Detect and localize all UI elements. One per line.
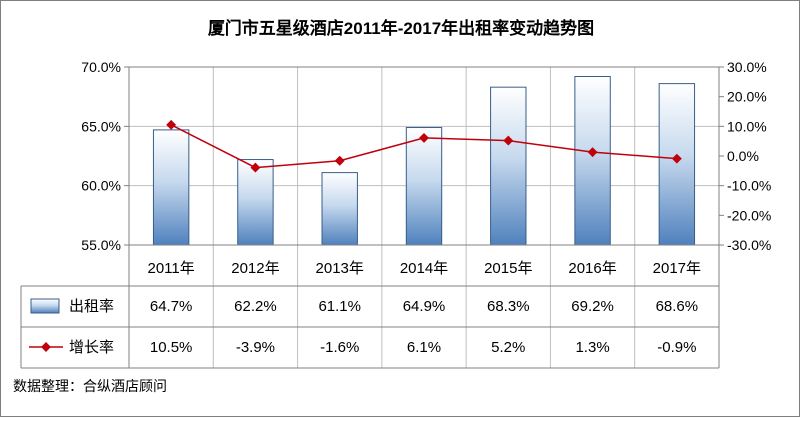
right-axis-tick-label: -10.0% xyxy=(727,178,771,194)
data-table: 2011年 2012年 2013年 2014年 2015年 2016年 2017年出租率 64… xyxy=(20,244,719,369)
right-axis: 30.0% 20.0% 10.0% 0.0% -10.0% -20.0% -30.0% xyxy=(718,59,771,253)
bar-value-label: 68.6% xyxy=(656,298,699,315)
bar-3 xyxy=(405,127,443,246)
right-axis-tick-label: -30.0% xyxy=(727,237,771,253)
line-value-label: 10.5% xyxy=(150,339,193,356)
right-axis-tick-label: 20.0% xyxy=(727,89,767,105)
bar-value-label: 68.3% xyxy=(487,298,530,315)
bar-value-label: 64.7% xyxy=(150,298,193,315)
right-axis-tick-label: 10.0% xyxy=(727,118,767,134)
bar-value-label: 64.9% xyxy=(403,298,446,315)
bar-4 xyxy=(490,86,527,246)
chart-title: 厦门市五星级酒店2011年-2017年出租率变动趋势图 xyxy=(208,18,594,38)
growth-point-4 xyxy=(503,135,514,146)
category-label: 2012年 xyxy=(231,260,279,277)
source-note: 数据整理：合纵酒店顾问 xyxy=(13,378,167,394)
line-value-label: -3.9% xyxy=(236,339,275,356)
growth-point-5 xyxy=(587,147,598,158)
category-label: 2016年 xyxy=(568,260,616,277)
line-value-label: 1.3% xyxy=(575,339,609,356)
legend-label-line: 增长率 xyxy=(69,339,114,356)
growth-point-1 xyxy=(250,162,261,173)
growth-point-3 xyxy=(419,132,429,143)
category-label: 2013年 xyxy=(316,260,364,277)
line-series xyxy=(166,119,682,173)
left-axis: 70.0% 65.0% 60.0% 55.0% xyxy=(81,59,130,253)
growth-point-6 xyxy=(671,153,682,164)
legend-swatch-marker xyxy=(41,342,51,352)
bar-series xyxy=(152,75,696,246)
left-axis-tick-label: 65.0% xyxy=(81,118,121,134)
bar-value-label: 69.2% xyxy=(571,298,614,315)
right-axis-tick-label: -20.0% xyxy=(727,207,771,223)
bar-2 xyxy=(321,172,358,246)
left-axis-tick-label: 70.0% xyxy=(81,59,121,75)
category-label: 2017年 xyxy=(653,260,701,277)
bar-value-label: 61.1% xyxy=(318,298,361,315)
bar-5 xyxy=(574,75,611,246)
right-axis-tick-label: 0.0% xyxy=(727,148,759,164)
left-axis-tick-label: 55.0% xyxy=(81,237,121,253)
bar-0 xyxy=(152,129,190,246)
line-value-label: -0.9% xyxy=(657,339,696,356)
category-label: 2014年 xyxy=(400,260,448,277)
growth-point-0 xyxy=(166,119,177,130)
bar-value-label: 62.2% xyxy=(234,298,277,315)
legend-swatch-bar xyxy=(30,298,60,314)
bar-6 xyxy=(658,83,696,246)
left-axis-tick-label: 60.0% xyxy=(81,178,121,194)
bar-1 xyxy=(237,159,274,246)
line-value-label: 6.1% xyxy=(407,339,441,356)
right-axis-tick-label: 30.0% xyxy=(727,59,767,75)
line-value-label: 5.2% xyxy=(491,339,525,356)
category-label: 2015年 xyxy=(484,260,532,277)
category-label: 2011年 xyxy=(148,260,195,277)
line-value-label: -1.6% xyxy=(320,339,359,356)
legend-label-bar: 出租率 xyxy=(69,298,114,315)
growth-point-2 xyxy=(334,155,345,166)
